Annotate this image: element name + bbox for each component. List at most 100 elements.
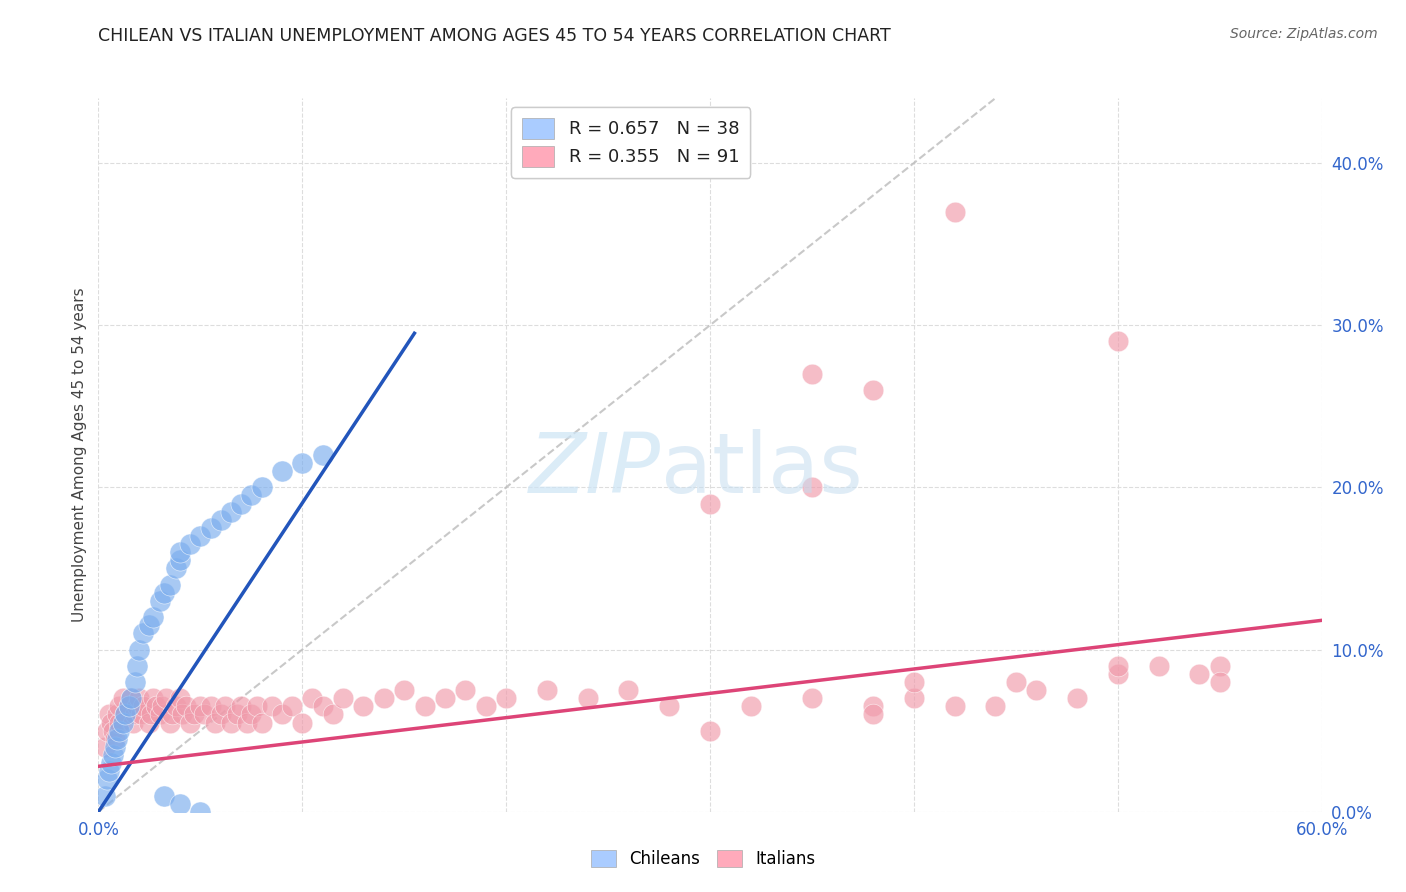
Point [152,789,174,803]
Point [108,715,131,730]
Point [1147,658,1170,673]
Point [128,691,150,706]
Point [120,691,142,706]
Point [246,699,269,714]
Point [270,707,294,722]
Point [96,723,118,738]
Point [138,715,160,730]
Point [169,553,191,567]
Point [301,691,323,706]
Point [1107,658,1129,673]
Point [97,707,120,722]
Point [1209,658,1232,673]
Point [142,691,165,706]
Point [114,707,136,722]
Point [200,699,222,714]
Point [352,699,374,714]
Point [219,505,242,519]
Point [209,513,232,527]
Text: Source: ZipAtlas.com: Source: ZipAtlas.com [1230,27,1378,41]
Point [93,739,115,754]
Point [291,715,314,730]
Point [312,448,335,462]
Point [1188,666,1211,681]
Point [236,715,259,730]
Text: atlas: atlas [661,429,863,509]
Point [1066,691,1088,706]
Point [1107,666,1129,681]
Point [104,731,127,746]
Point [159,715,181,730]
Point [145,699,167,714]
Point [111,715,134,730]
Point [862,707,884,722]
Point [104,739,127,754]
Point [127,699,149,714]
Point [149,707,172,722]
Point [373,691,395,706]
Point [93,789,115,803]
Point [97,764,120,779]
Point [129,707,152,722]
Point [740,699,762,714]
Point [132,699,155,714]
Legend: Chileans, Italians: Chileans, Italians [583,843,823,875]
Point [108,699,131,714]
Point [984,699,1007,714]
Legend: R = 0.657   N = 38, R = 0.355   N = 91: R = 0.657 N = 38, R = 0.355 N = 91 [512,107,751,178]
Point [128,642,150,657]
Point [231,497,253,511]
Point [862,699,884,714]
Point [434,691,457,706]
Point [170,707,193,722]
Point [188,699,212,714]
Point [576,691,599,706]
Point [193,707,215,722]
Point [1025,683,1047,698]
Point [240,707,263,722]
Point [165,561,187,575]
Point [155,691,177,706]
Point [226,707,249,722]
Point [179,537,201,551]
Point [165,699,187,714]
Point [120,691,142,706]
Point [862,383,884,397]
Point [152,586,174,600]
Point [312,699,335,714]
Point [219,715,242,730]
Point [138,618,160,632]
Point [159,577,181,591]
Point [188,529,212,543]
Point [536,683,558,698]
Point [149,594,172,608]
Point [169,797,191,811]
Point [1209,675,1232,690]
Point [699,497,721,511]
Point [122,715,145,730]
Point [454,683,477,698]
Point [209,707,232,722]
Point [174,699,197,714]
Point [240,488,263,502]
Point [801,691,824,706]
Point [100,756,122,770]
Point [903,675,925,690]
Point [132,626,155,640]
Point [250,480,273,494]
Point [118,699,141,714]
Point [903,691,925,706]
Point [392,683,416,698]
Point [124,675,146,690]
Point [474,699,498,714]
Point [495,691,517,706]
Point [801,480,824,494]
Point [1107,334,1129,349]
Point [96,772,118,787]
Point [141,707,163,722]
Point [231,699,253,714]
Point [250,715,273,730]
Point [322,707,344,722]
Point [127,658,149,673]
Point [413,699,436,714]
